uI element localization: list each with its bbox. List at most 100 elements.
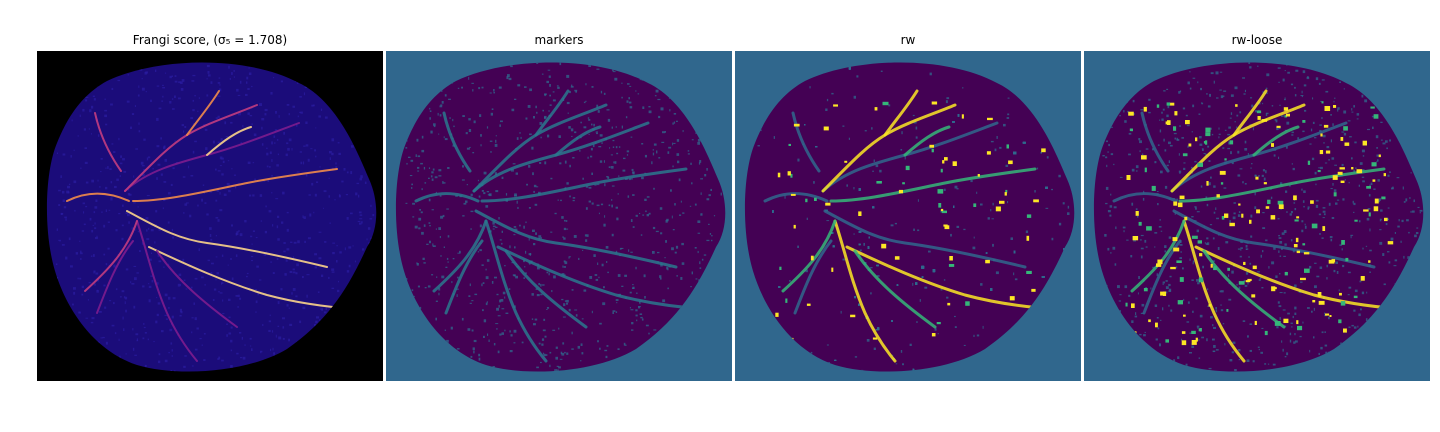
highlight-pixel bbox=[1340, 137, 1344, 141]
highlight-pixel bbox=[1296, 216, 1300, 219]
highlight-pixel bbox=[1373, 114, 1379, 119]
highlight-pixel bbox=[898, 189, 903, 194]
highlight-pixel bbox=[1181, 331, 1186, 334]
highlight-pixel bbox=[1311, 223, 1318, 229]
highlight-pixel bbox=[1205, 132, 1211, 137]
highlight-pixel bbox=[1131, 303, 1135, 308]
highlight-pixel bbox=[1267, 199, 1271, 204]
highlight-pixel bbox=[1257, 116, 1261, 120]
vessel-network bbox=[66, 90, 356, 362]
highlight-pixel bbox=[1247, 278, 1252, 281]
highlight-pixel bbox=[1328, 259, 1335, 264]
highlight-pixel bbox=[944, 225, 950, 230]
highlight-pixel bbox=[986, 151, 991, 155]
highlight-pixel bbox=[952, 161, 957, 166]
highlight-pixel bbox=[1173, 126, 1177, 131]
highlight-pixel bbox=[1213, 266, 1217, 271]
highlight-pixel bbox=[1135, 211, 1139, 216]
rw-loose-image bbox=[1084, 51, 1430, 381]
highlight-pixel bbox=[882, 101, 889, 106]
highlight-pixel bbox=[831, 267, 834, 272]
highlight-pixel bbox=[1351, 167, 1354, 170]
highlight-pixel bbox=[931, 333, 936, 337]
vessel bbox=[496, 245, 706, 311]
highlight-pixel bbox=[1132, 236, 1139, 241]
fundus-region bbox=[744, 62, 1075, 372]
segmentation-highlights bbox=[775, 101, 1046, 342]
panel-title-rw-loose: rw-loose bbox=[1231, 33, 1283, 47]
highlight-pixel bbox=[947, 302, 951, 306]
highlight-pixel bbox=[881, 243, 887, 249]
highlight-pixel bbox=[1226, 309, 1229, 312]
highlight-pixel bbox=[1353, 295, 1358, 299]
highlight-pixel bbox=[1156, 104, 1160, 108]
vessel bbox=[148, 246, 356, 310]
vessel bbox=[432, 219, 488, 293]
highlight-pixel bbox=[1174, 111, 1178, 116]
highlight-pixel bbox=[872, 337, 878, 340]
highlight-pixel bbox=[1320, 133, 1323, 137]
vessel bbox=[1232, 89, 1268, 137]
vessel bbox=[186, 90, 220, 136]
highlight-pixel bbox=[1041, 148, 1046, 153]
highlight-pixel bbox=[1173, 247, 1180, 252]
highlight-pixel bbox=[788, 143, 791, 146]
highlight-pixel bbox=[1368, 260, 1371, 263]
vessel bbox=[94, 112, 122, 172]
highlight-pixel bbox=[1138, 221, 1142, 226]
highlight-pixel bbox=[1033, 199, 1039, 203]
panel-rw-loose bbox=[1084, 51, 1430, 381]
highlight-pixel bbox=[775, 312, 779, 317]
highlight-pixel bbox=[1263, 182, 1267, 185]
highlight-pixel bbox=[902, 182, 905, 185]
highlight-pixel bbox=[1296, 250, 1300, 254]
panel-markers bbox=[386, 51, 732, 381]
highlight-pixel bbox=[1270, 215, 1276, 220]
highlight-pixel bbox=[1129, 128, 1133, 131]
vessel bbox=[823, 209, 1027, 269]
vessel bbox=[1178, 167, 1386, 203]
highlight-pixel bbox=[1005, 189, 1008, 193]
highlight-pixel bbox=[779, 266, 782, 270]
highlight-pixel bbox=[1126, 175, 1131, 180]
highlight-pixel bbox=[1362, 140, 1367, 146]
highlight-pixel bbox=[1172, 237, 1178, 242]
highlight-pixel bbox=[1304, 268, 1310, 273]
highlight-pixel bbox=[929, 144, 934, 148]
highlight-pixel bbox=[1155, 322, 1158, 328]
highlight-pixel bbox=[1179, 277, 1184, 282]
highlight-pixel bbox=[1294, 219, 1299, 222]
vessel bbox=[96, 240, 134, 314]
highlight-pixel bbox=[1185, 120, 1190, 125]
vessel-network bbox=[763, 89, 1055, 363]
highlight-pixel bbox=[1333, 192, 1337, 197]
highlight-pixel bbox=[995, 206, 1001, 212]
highlight-pixel bbox=[1241, 213, 1244, 218]
vessel bbox=[1142, 239, 1182, 315]
vessel bbox=[504, 249, 588, 329]
highlight-pixel bbox=[937, 189, 944, 194]
highlight-pixel bbox=[1302, 120, 1306, 123]
highlight-pixel bbox=[1368, 212, 1371, 217]
highlight-pixel bbox=[1181, 340, 1187, 346]
highlight-pixel bbox=[858, 211, 862, 216]
highlight-pixel bbox=[1165, 339, 1169, 343]
vessel bbox=[206, 126, 252, 156]
highlight-pixel bbox=[1156, 263, 1162, 267]
highlight-pixel bbox=[1339, 292, 1342, 296]
vessel bbox=[132, 168, 338, 202]
highlight-pixel bbox=[1322, 226, 1326, 231]
highlight-pixel bbox=[806, 303, 811, 306]
highlight-pixel bbox=[1324, 106, 1331, 111]
highlight-pixel bbox=[977, 174, 980, 177]
vessel bbox=[554, 125, 602, 157]
highlight-pixel bbox=[1354, 219, 1358, 222]
highlight-pixel bbox=[1191, 330, 1196, 334]
highlight-pixel bbox=[1227, 267, 1230, 271]
highlight-pixel bbox=[1197, 162, 1203, 167]
panel-frangi bbox=[37, 51, 383, 381]
highlight-pixel bbox=[1256, 110, 1262, 114]
highlight-pixel bbox=[1238, 203, 1241, 206]
highlight-pixel bbox=[1229, 222, 1235, 227]
highlight-pixel bbox=[931, 148, 934, 153]
